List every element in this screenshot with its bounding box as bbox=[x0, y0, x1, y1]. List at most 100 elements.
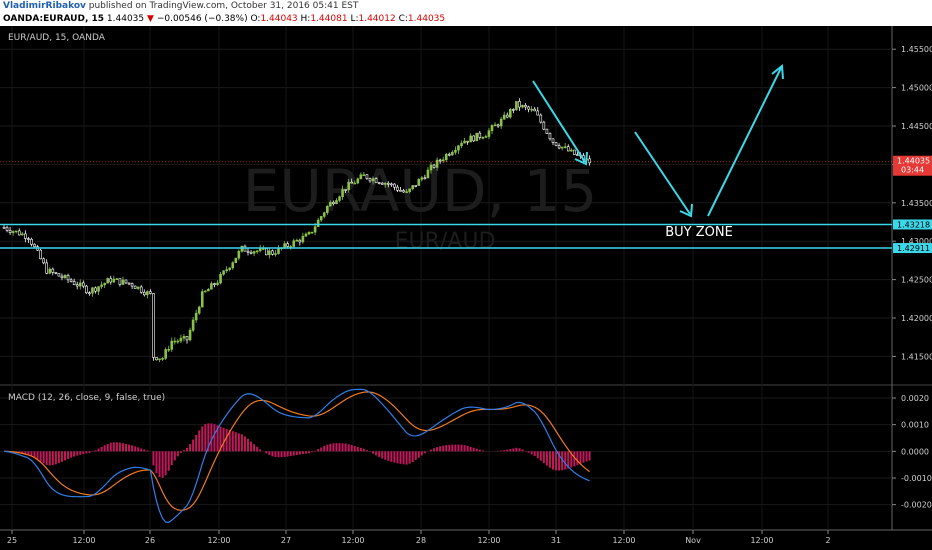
candle-body bbox=[313, 226, 317, 233]
candle-body bbox=[252, 251, 256, 254]
price-tick-label: 1.43000 bbox=[901, 237, 932, 246]
candle-body bbox=[454, 149, 457, 153]
candle-body bbox=[268, 250, 271, 256]
candle-body bbox=[451, 151, 454, 156]
candle-body bbox=[246, 250, 250, 253]
candle-body bbox=[417, 179, 421, 186]
low-label: L: bbox=[350, 14, 359, 24]
level-tag bbox=[893, 219, 932, 230]
candle-body bbox=[435, 159, 439, 168]
symbol-label: OANDA:EURAUD, 15 bbox=[3, 14, 105, 24]
candle-body bbox=[255, 250, 259, 253]
time-tick-label: 12:00 bbox=[750, 536, 773, 545]
candle-body bbox=[94, 287, 97, 292]
time-axis[interactable]: 25 12:00 26 12:00 27 12:00 28 12:00 31 12:00 Nov 12… bbox=[7, 530, 831, 545]
candle-body bbox=[487, 130, 491, 137]
candle-body bbox=[237, 250, 241, 259]
candle-body bbox=[338, 196, 341, 201]
candle-body bbox=[11, 231, 15, 233]
candle-body bbox=[563, 146, 567, 148]
time-tick-label: 12:00 bbox=[477, 536, 500, 545]
candle-body bbox=[368, 178, 372, 182]
candle-body bbox=[402, 190, 405, 193]
candle-body bbox=[60, 275, 64, 279]
candle-body bbox=[536, 110, 540, 116]
macd-legend: MACD (12, 26, close, 9, false, true) bbox=[8, 393, 165, 403]
candle-body bbox=[310, 231, 314, 234]
candle-body bbox=[103, 282, 106, 286]
arrowhead-icon bbox=[574, 151, 588, 166]
main-grid bbox=[0, 26, 892, 530]
time-tick-label: 12:00 bbox=[612, 536, 635, 545]
time-tick-label: 12:00 bbox=[341, 536, 364, 545]
candle-body bbox=[460, 142, 463, 147]
watermark: EURAUD, 15 bbox=[243, 157, 598, 225]
candle-body bbox=[222, 270, 225, 275]
buy-zone-label: BUY ZONE bbox=[665, 225, 733, 240]
candle-body bbox=[48, 268, 52, 274]
level-tag bbox=[893, 243, 932, 254]
author-link[interactable]: VladimirRibakov bbox=[3, 1, 86, 11]
candle-body bbox=[170, 340, 174, 350]
candle-body bbox=[515, 101, 518, 110]
candle-body bbox=[405, 191, 408, 193]
candle-body bbox=[20, 233, 24, 236]
candle-body bbox=[39, 249, 42, 260]
candle-body bbox=[307, 232, 311, 235]
time-tick-label: 31 bbox=[551, 536, 561, 545]
price-tick-label: 1.43500 bbox=[901, 199, 932, 208]
candle-body bbox=[493, 124, 497, 127]
time-tick-label: 2 bbox=[825, 536, 830, 545]
candle-body bbox=[441, 159, 445, 162]
time-tick-label: 25 bbox=[7, 536, 17, 545]
candle-body bbox=[149, 291, 152, 294]
candle-body bbox=[484, 136, 488, 138]
candle-body bbox=[283, 243, 286, 249]
level-tag-label: 1.43218 bbox=[897, 220, 930, 229]
candle-body bbox=[432, 164, 436, 168]
last-price-tag-label: 1.44035 bbox=[897, 157, 930, 166]
candle-body bbox=[106, 278, 109, 284]
candle-body bbox=[155, 357, 158, 361]
candle-body bbox=[85, 285, 88, 294]
candle-body bbox=[109, 278, 113, 283]
candle-body bbox=[475, 132, 479, 142]
candle-body bbox=[249, 251, 253, 254]
candle-body bbox=[444, 153, 448, 161]
candle-body bbox=[213, 283, 216, 285]
macd-axis[interactable]: 0.0020 0.0010 0.0000 -0.0010 -0.0020 bbox=[892, 394, 932, 510]
candle-body bbox=[75, 284, 79, 287]
price-tick-label: 1.42500 bbox=[901, 276, 932, 285]
candle-body bbox=[557, 145, 561, 149]
chart-frame[interactable]: EURAUD, 15 EUR/AUD EUR/AUD, 15, OANDA BU… bbox=[0, 26, 932, 550]
price-change: −0.00546 (−0.38%) bbox=[156, 14, 248, 24]
candle-body bbox=[194, 312, 198, 321]
candle-body bbox=[371, 178, 375, 182]
candle-body bbox=[539, 114, 543, 123]
candle-body bbox=[121, 279, 125, 285]
macd-line bbox=[3, 388, 590, 523]
candle-body bbox=[530, 108, 533, 111]
main-legend: EUR/AUD, 15, OANDA bbox=[8, 33, 106, 43]
price-tick-label: 1.41500 bbox=[901, 352, 932, 361]
candle-body bbox=[356, 178, 360, 184]
candles-group bbox=[2, 98, 591, 363]
candle-body bbox=[286, 243, 289, 247]
candle-body bbox=[24, 233, 27, 239]
candle-body bbox=[161, 358, 164, 360]
candle-body bbox=[130, 283, 134, 287]
levels-group bbox=[0, 223, 892, 249]
macd-tick-label: 0.0020 bbox=[901, 394, 929, 403]
chart-svg[interactable]: EURAUD, 15 EUR/AUD EUR/AUD, 15, OANDA BU… bbox=[0, 26, 932, 550]
close-value: 1.44035 bbox=[407, 14, 446, 24]
candle-body bbox=[319, 216, 323, 221]
candle-body bbox=[542, 121, 546, 130]
candle-body bbox=[27, 238, 30, 240]
candle-body bbox=[512, 109, 515, 111]
time-tick-label: 12:00 bbox=[72, 536, 95, 545]
candle-body bbox=[350, 181, 354, 184]
price-axis[interactable]: 1.455001.450001.445001.440001.435001.430… bbox=[892, 45, 932, 361]
candle-body bbox=[158, 358, 161, 361]
candle-body bbox=[411, 185, 415, 190]
projection-arrows bbox=[532, 64, 784, 218]
